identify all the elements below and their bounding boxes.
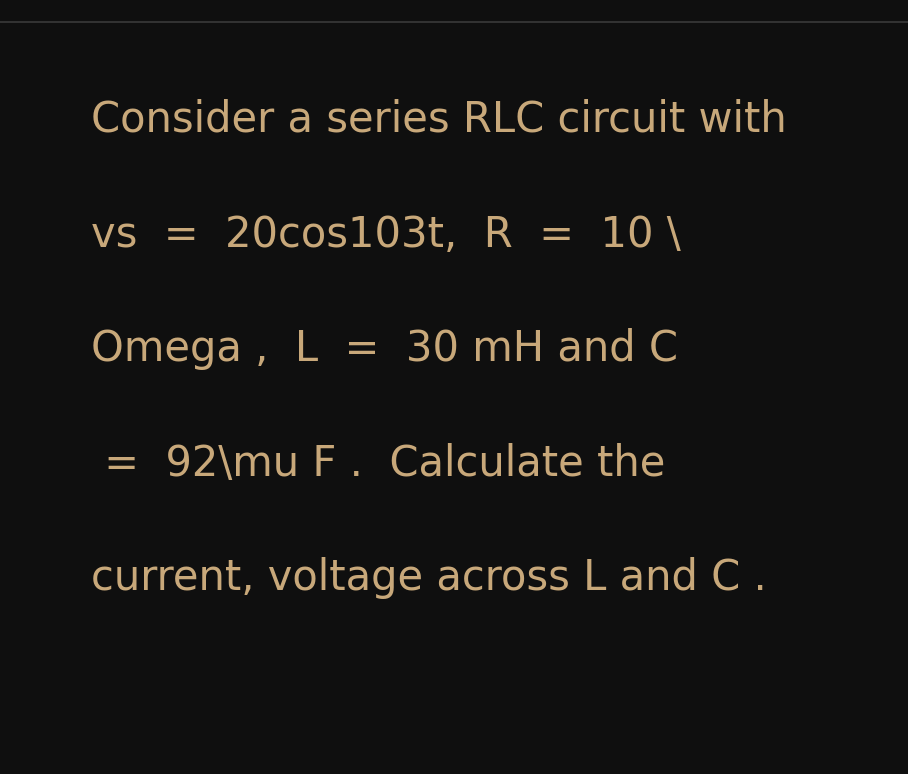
Text: =  92\mu F .  Calculate the: = 92\mu F . Calculate the — [91, 443, 666, 485]
Text: current, voltage across L and C .: current, voltage across L and C . — [91, 557, 766, 599]
Text: Consider a series RLC circuit with: Consider a series RLC circuit with — [91, 99, 786, 141]
Text: vs  =  20cos103t,  R  =  10 \: vs = 20cos103t, R = 10 \ — [91, 214, 681, 255]
Text: Omega ,  L  =  30 mH and C: Omega , L = 30 mH and C — [91, 328, 677, 370]
